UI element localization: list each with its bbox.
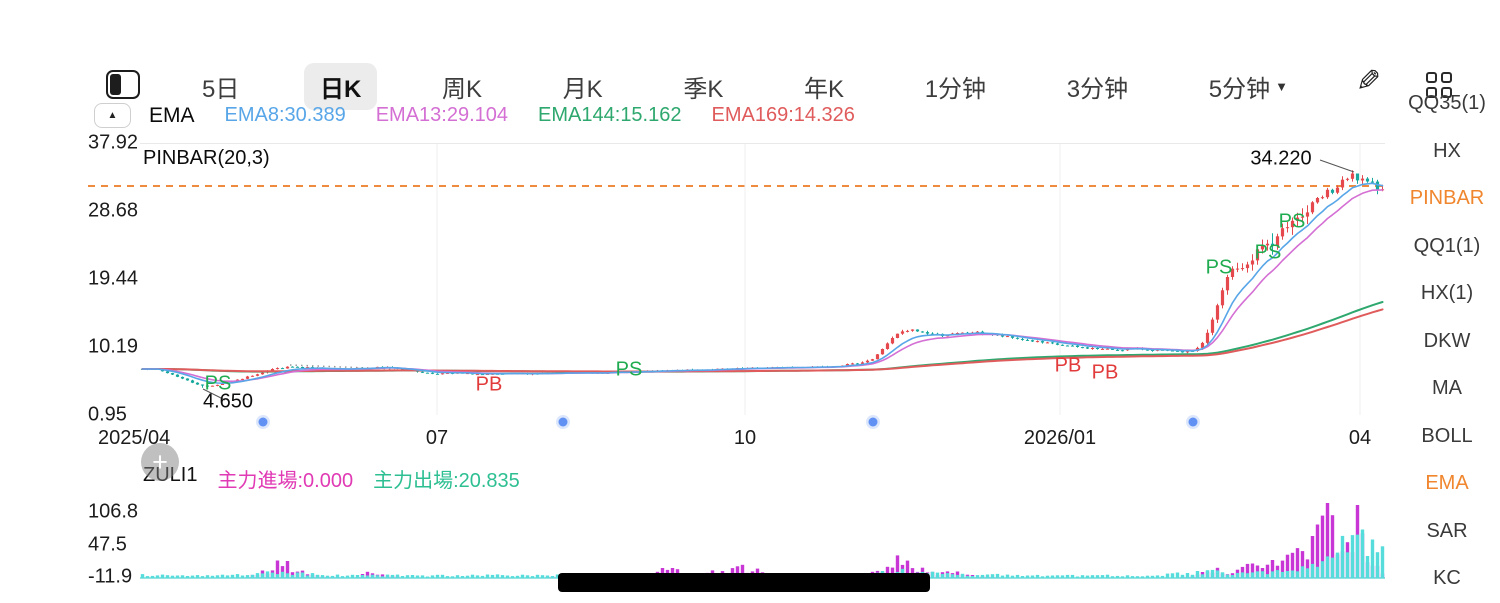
indicator-grid-icon[interactable] bbox=[1426, 72, 1454, 100]
y-tick-label: 10.19 bbox=[88, 335, 139, 358]
sub-y-tick-label: 106.8 bbox=[88, 500, 139, 523]
main-outflow-label: 主力出場:20.835 bbox=[373, 470, 520, 492]
tab-label: 日K bbox=[320, 75, 362, 103]
tab-日K[interactable]: 日K bbox=[304, 62, 378, 110]
tab-季K[interactable]: 季K bbox=[667, 63, 739, 110]
panel-layout-fill bbox=[110, 74, 121, 95]
ema-legend-values: EMA8:30.389 EMA13:29.104 EMA144:15.162 EMA1… bbox=[225, 104, 855, 127]
main-inflow-label: 主力進場:0.000 bbox=[217, 470, 354, 492]
main-chart-legend: ▲ EMA EMA8:30.389 EMA13:29.104 EMA144:15.1… bbox=[94, 103, 855, 128]
redaction-bar bbox=[558, 573, 930, 592]
sub-y-tick-label: -11.9 bbox=[88, 565, 133, 588]
grid-square bbox=[1426, 72, 1437, 83]
chevron-down-icon: ▼ bbox=[1275, 78, 1288, 94]
panel-layout-icon[interactable] bbox=[106, 70, 140, 99]
tab-5日[interactable]: 5日 bbox=[186, 63, 255, 110]
ema-legend-item: EMA144:15.162 bbox=[538, 104, 682, 126]
ema-legend-item: EMA169:14.326 bbox=[711, 104, 855, 126]
x-tick-label: 2026/01 bbox=[1023, 427, 1097, 449]
indicator-name: EMA bbox=[149, 103, 195, 127]
toolbar: 5日 日K 周K 月K 季K 年K 1分钟 3分钟 5分钟 ▼ ✎ bbox=[0, 28, 1500, 110]
signal-pb: PB bbox=[1054, 354, 1082, 377]
sidebar-item-hx[interactable]: HX bbox=[1433, 139, 1461, 162]
pinbar-indicator-label: PINBAR(20,3) bbox=[143, 147, 270, 169]
signal-pb: PB bbox=[1091, 361, 1119, 384]
signal-ps: PS bbox=[1205, 256, 1233, 279]
zoom-in-button[interactable]: + bbox=[141, 443, 179, 481]
tab-5分钟[interactable]: 5分钟 ▼ bbox=[1193, 63, 1304, 110]
period-tabs: 5日 日K 周K 月K 季K 年K 1分钟 3分钟 5分钟 ▼ bbox=[186, 58, 1304, 114]
tab-1分钟[interactable]: 1分钟 bbox=[909, 63, 1002, 110]
sidebar-item-ma[interactable]: MA bbox=[1432, 377, 1462, 400]
sidebar-item-qq35(1)[interactable]: QQ35(1) bbox=[1408, 92, 1486, 115]
low-price-annotation: 4.650 bbox=[202, 390, 254, 413]
tab-年K[interactable]: 年K bbox=[788, 63, 860, 110]
signal-ps: PS bbox=[204, 372, 232, 395]
tab-label: 季K bbox=[683, 75, 724, 103]
event-marker-dot[interactable] bbox=[258, 417, 268, 427]
tab-label: 年K bbox=[804, 75, 845, 103]
current-price-line bbox=[88, 185, 1385, 187]
sidebar-item-dkw[interactable]: DKW bbox=[1423, 329, 1471, 352]
sidebar-item-pinbar[interactable]: PINBAR bbox=[1409, 187, 1485, 210]
signal-ps: PS bbox=[615, 358, 643, 381]
event-marker-dot[interactable] bbox=[1188, 417, 1198, 427]
y-tick-label: 0.95 bbox=[88, 403, 127, 426]
indicator-sidebar: QQ35(1) HX PINBAR QQ1(1) HX(1) DKW MA BOLL EMA SA… bbox=[1394, 80, 1500, 603]
signal-ps: PS bbox=[1254, 241, 1282, 264]
y-tick-label: 28.68 bbox=[88, 199, 139, 222]
event-marker-dot[interactable] bbox=[868, 417, 878, 427]
draw-tool-icon[interactable]: ✎ bbox=[1356, 65, 1382, 98]
grid-square bbox=[1441, 87, 1452, 98]
sidebar-item-sar[interactable]: SAR bbox=[1426, 519, 1468, 542]
ema-legend-item: EMA13:29.104 bbox=[375, 104, 509, 126]
tab-周K[interactable]: 周K bbox=[426, 63, 498, 110]
grid-square bbox=[1441, 72, 1452, 83]
high-price-annotation: 34.220 bbox=[1250, 147, 1312, 170]
tab-月K[interactable]: 月K bbox=[547, 63, 619, 110]
sidebar-item-qq1(1)[interactable]: QQ1(1) bbox=[1413, 234, 1481, 257]
y-tick-label: 37.92 bbox=[88, 131, 139, 154]
sidebar-item-ema[interactable]: EMA bbox=[1425, 472, 1469, 495]
grid-square bbox=[1426, 87, 1437, 98]
sidebar-item-kc[interactable]: KC bbox=[1433, 567, 1461, 590]
tab-label: 3分钟 bbox=[1066, 75, 1129, 103]
sub-y-tick-label: 47.5 bbox=[88, 533, 127, 556]
tab-label: 月K bbox=[562, 75, 603, 103]
sidebar-item-hx(1)[interactable]: HX(1) bbox=[1420, 282, 1474, 305]
tab-label: 周K bbox=[442, 75, 483, 103]
signal-pb: PB bbox=[475, 373, 503, 396]
tab-3分钟[interactable]: 3分钟 bbox=[1051, 63, 1144, 110]
tab-label: 5分钟 bbox=[1208, 75, 1271, 103]
tab-label: 5日 bbox=[202, 75, 240, 103]
tab-label: 1分钟 bbox=[924, 75, 987, 103]
x-tick-label: 10 bbox=[733, 427, 757, 449]
x-tick-label: 04 bbox=[1348, 427, 1372, 449]
sidebar-item-boll[interactable]: BOLL bbox=[1421, 424, 1473, 447]
x-tick-label: 07 bbox=[425, 427, 449, 449]
collapse-button[interactable]: ▲ bbox=[94, 103, 131, 128]
ema-legend-item: EMA8:30.389 bbox=[224, 104, 346, 126]
sub-chart-legend: ZULI1 主力進場:0.000 主力出場:20.835 bbox=[143, 464, 520, 493]
signal-ps: PS bbox=[1278, 210, 1306, 233]
candlestick-chart[interactable] bbox=[140, 143, 1385, 418]
y-tick-label: 19.44 bbox=[88, 267, 139, 290]
event-marker-dot[interactable] bbox=[558, 417, 568, 427]
